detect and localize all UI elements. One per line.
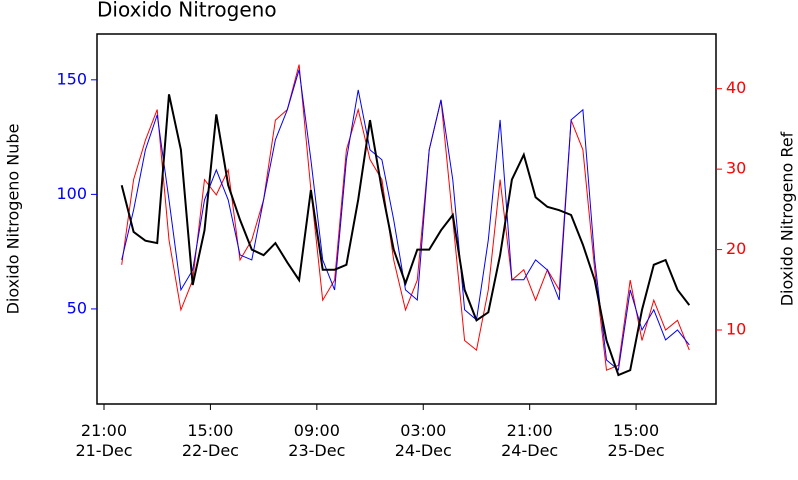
plot-frame (96, 33, 717, 405)
y-tick-label: 50 (67, 298, 87, 317)
x-tick-label: 15:00 25-Dec (607, 421, 665, 460)
y-tick-label: 100 (56, 184, 87, 203)
y2-tick-label: 40 (726, 78, 746, 97)
x-tick-label: 09:00 23-Dec (288, 421, 346, 460)
data-line (120, 94, 691, 377)
y2-tick-label: 30 (726, 159, 746, 178)
chart-title: Dioxido Nitrogeno (97, 0, 277, 22)
y-axis-label: Dioxido Nitrogeno Nube (4, 124, 23, 315)
x-tick-label: 15:00 22-Dec (181, 421, 239, 460)
y2-tick-label: 20 (726, 239, 746, 258)
x-tick-label: 03:00 24-Dec (394, 421, 452, 460)
y-tick-label: 150 (56, 69, 87, 88)
y2-tick-label: 10 (726, 320, 746, 339)
x-tick-label: 21:00 24-Dec (501, 421, 559, 460)
x-tick-label: 21:00 21-Dec (75, 421, 133, 460)
data-line (121, 64, 690, 371)
y2-axis-label: Dioxido Nitrogeno Ref (778, 131, 797, 306)
data-line (121, 69, 690, 371)
